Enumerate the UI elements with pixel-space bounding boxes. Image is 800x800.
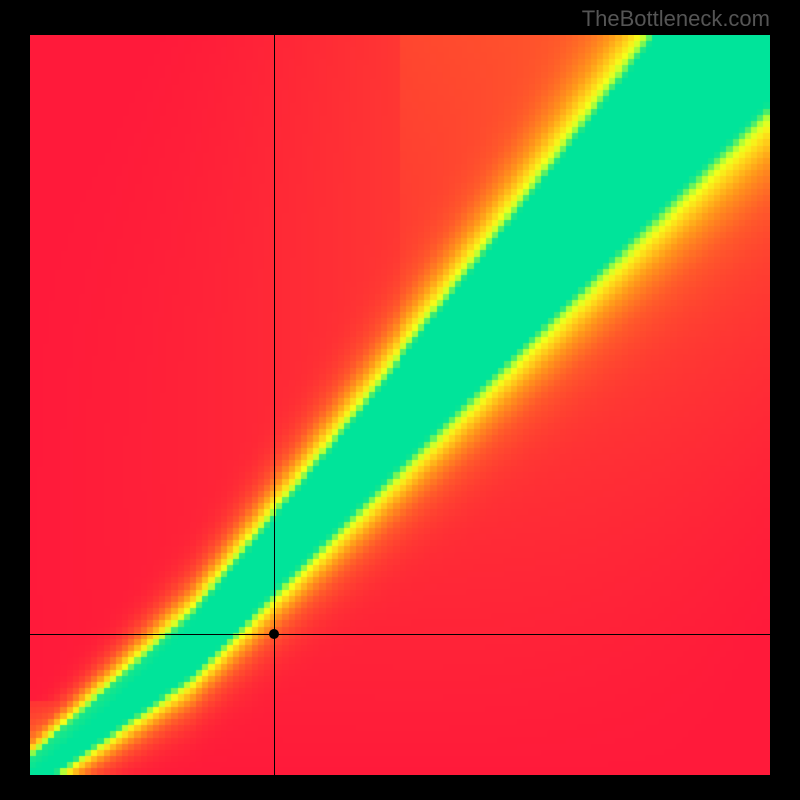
- heatmap-canvas: [30, 35, 770, 775]
- chart-container: TheBottleneck.com: [0, 0, 800, 800]
- heatmap-plot[interactable]: [30, 35, 770, 775]
- watermark-text: TheBottleneck.com: [582, 6, 770, 32]
